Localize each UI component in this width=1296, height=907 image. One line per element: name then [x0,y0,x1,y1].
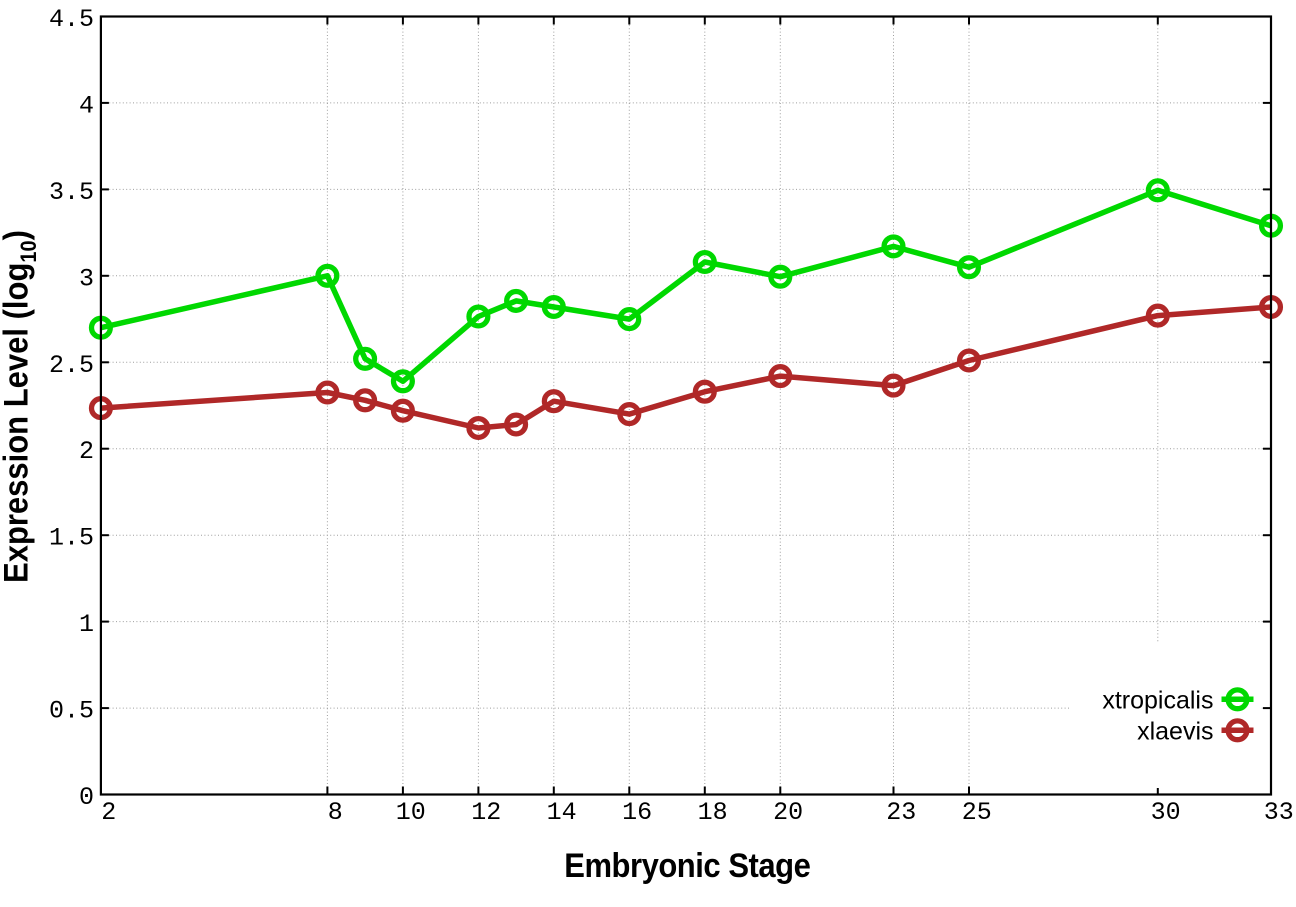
svg-text:16: 16 [622,798,652,827]
svg-text:3.5: 3.5 [49,178,94,207]
svg-text:1: 1 [79,610,94,639]
svg-text:2.5: 2.5 [49,351,94,380]
svg-text:xtropicalis: xtropicalis [1102,687,1213,715]
svg-text:23: 23 [886,798,916,827]
svg-text:Expression Level (log10): Expression Level (log10) [0,230,41,583]
svg-text:2: 2 [79,437,94,466]
svg-text:4.5: 4.5 [49,5,94,34]
svg-text:0.5: 0.5 [49,697,94,726]
svg-text:2: 2 [101,798,116,827]
svg-text:12: 12 [471,798,501,827]
svg-text:xlaevis: xlaevis [1137,718,1213,746]
svg-text:0: 0 [79,783,94,812]
svg-text:4: 4 [79,91,94,120]
svg-text:18: 18 [698,798,728,827]
svg-text:25: 25 [962,798,992,827]
svg-text:30: 30 [1151,798,1181,827]
svg-text:20: 20 [773,798,803,827]
svg-text:8: 8 [328,798,343,827]
svg-text:1.5: 1.5 [49,524,94,553]
svg-text:Embryonic Stage: Embryonic Stage [564,847,810,885]
svg-text:33: 33 [1264,798,1294,827]
svg-text:3: 3 [79,264,94,293]
svg-text:10: 10 [396,798,426,827]
svg-text:14: 14 [547,798,577,827]
